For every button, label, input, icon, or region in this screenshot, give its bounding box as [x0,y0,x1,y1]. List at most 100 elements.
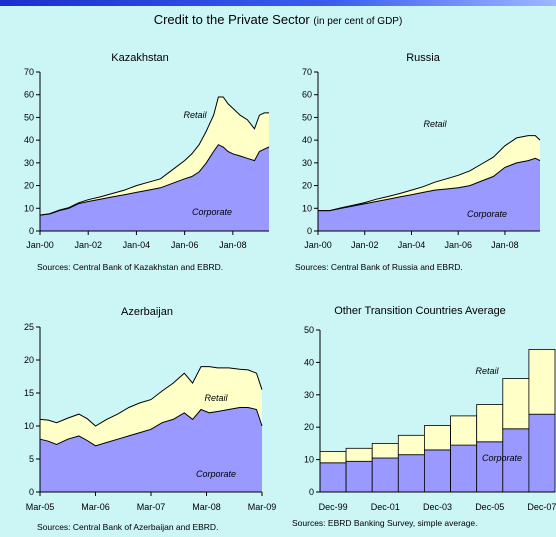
y-tick-label: 10 [24,421,34,431]
bar-corporate [397,454,425,493]
chart-title: Kazakhstan [111,52,168,64]
x-tick-label: Dec-07 [527,502,556,512]
y-tick-label: 70 [302,67,312,77]
corporate-series-label: Corporate [192,207,232,217]
y-tick-label: 10 [302,203,312,213]
corporate-outline [318,157,541,212]
x-tick-label: Jan-02 [74,240,102,250]
y-tick-label: 30 [24,158,34,168]
x-tick-label: Jan-04 [123,240,151,250]
y-tick-label: 50 [302,112,312,122]
y-tick-label: 25 [24,322,34,332]
y-tick-label: 60 [24,90,34,100]
x-tick-label: Mar-05 [26,502,55,512]
y-tick-label: 70 [24,67,34,77]
title-text: Credit to the Private Sector [153,12,310,27]
chart-source-note: Sources: Central Bank of Azerbaijan and … [37,522,218,532]
bar-retail [476,404,504,443]
retail-outline [39,366,263,427]
corporate-outline [39,144,270,216]
x-tick-label: Jan-06 [444,240,472,250]
page-title: Credit to the Private Sector (in per cen… [0,12,556,27]
y-tick-label: 20 [24,355,34,365]
y-tick-label: 60 [302,90,312,100]
corporate-outline [39,407,263,447]
bar-corporate [345,460,373,493]
retail-series-label: Retail [475,366,499,376]
bar-corporate [423,449,451,493]
y-tick-label: 40 [304,357,314,367]
y-tick-label: 30 [304,390,314,400]
y-tick-label: 0 [307,226,312,236]
corporate-series-label: Corporate [467,209,507,219]
bar-retail [450,415,478,446]
y-tick-label: 10 [24,203,34,213]
chart-source-note: Sources: EBRD Banking Survey, simple ave… [292,518,478,528]
corporate-area [40,144,269,231]
x-tick-label: Jan-06 [171,240,199,250]
top-accent-bar [0,0,556,6]
bar-corporate [528,413,556,493]
y-tick-label: 15 [24,388,34,398]
bar-corporate [319,462,347,493]
x-tick-label: Jan-08 [491,240,519,250]
chart-panel-1: Kazakhstan Sources: Central Bank of Kazak… [24,52,270,272]
x-tick-label: Mar-08 [192,502,221,512]
x-tick-label: Jan-00 [304,240,332,250]
chart-panel-3: Azerbaijan Sources: Central Bank of Azerb… [24,306,276,532]
x-tick-label: Dec-03 [423,502,452,512]
y-tick-label: 0 [29,487,34,497]
x-tick-label: Dec-99 [319,502,348,512]
chart-title: Azerbaijan [121,306,173,318]
bar-corporate [371,457,399,493]
title-units: (in per cent of GDP) [313,16,403,27]
chart-title: Other Transition Countries Average [334,305,506,317]
y-tick-label: 0 [29,226,34,236]
chart-source-note: Sources: Central Bank of Russia and EBRD… [295,262,463,272]
corporate-series-label: Corporate [196,469,236,479]
retail-outline [39,96,269,216]
y-tick-label: 50 [24,112,34,122]
y-tick-label: 5 [29,454,34,464]
y-tick-label: 20 [302,181,312,191]
bar-retail [345,447,373,462]
y-tick-label: 20 [304,422,314,432]
y-tick-label: 20 [24,181,34,191]
y-tick-label: 30 [302,158,312,168]
x-tick-label: Mar-09 [248,502,277,512]
x-tick-label: Jan-04 [398,240,426,250]
bar-retail [397,434,425,456]
bar-retail [502,378,530,430]
retail-area [318,135,540,211]
retail-series-label: Retail [183,110,207,120]
y-tick-label: 40 [302,135,312,145]
retail-area [40,97,269,216]
bar-corporate [450,444,478,493]
bar-retail [423,425,451,451]
x-tick-label: Dec-05 [475,502,504,512]
x-tick-label: Jan-02 [351,240,379,250]
y-tick-label: 10 [304,455,314,465]
y-tick-label: 0 [309,487,314,497]
y-tick-label: 50 [304,325,314,335]
x-tick-label: Jan-00 [26,240,54,250]
retail-series-label: Retail [204,393,228,403]
chart-panel-4: Other Transition Countries Average Source… [292,305,556,528]
corporate-series-label: Corporate [482,453,522,463]
chart-title: Russia [406,52,441,64]
x-tick-label: Mar-07 [137,502,166,512]
x-tick-label: Jan-08 [219,240,247,250]
chart-source-note: Sources: Central Bank of Kazakhstan and … [37,262,223,272]
chart-panel-2: Russia Sources: Central Bank of Russia an… [295,52,541,272]
y-tick-label: 40 [24,135,34,145]
bar-retail [319,451,347,464]
x-tick-label: Mar-06 [81,502,110,512]
x-tick-label: Dec-01 [371,502,400,512]
retail-series-label: Retail [423,119,447,129]
corporate-area [318,158,540,231]
bar-retail [371,442,399,459]
bar-retail [528,348,556,415]
corporate-area [40,407,262,492]
bar-corporate [476,441,504,493]
